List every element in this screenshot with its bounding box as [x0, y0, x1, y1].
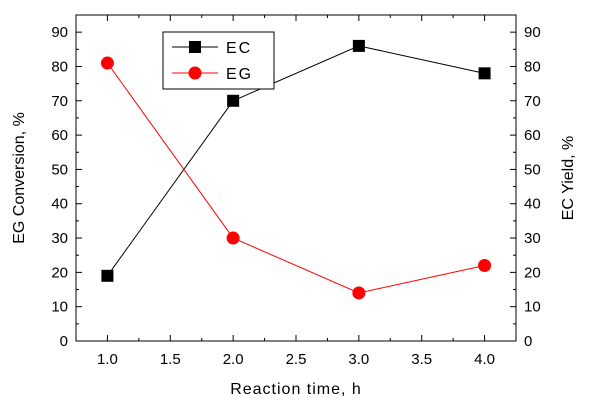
data-point-eg — [478, 259, 492, 273]
y-right-tick-label: 0 — [524, 333, 532, 350]
plot-area — [75, 14, 517, 342]
data-point-eg — [352, 286, 366, 300]
legend-marker-circle — [188, 66, 202, 80]
x-axis-label: Reaction time, h — [230, 381, 362, 398]
data-point-eg — [226, 231, 240, 245]
x-tick-label: 4.0 — [474, 351, 495, 368]
data-point-ec — [352, 39, 365, 52]
legend: EC EG — [162, 31, 275, 90]
y-right-tick-label: 60 — [524, 127, 541, 144]
y-left-tick-label: 20 — [51, 264, 68, 281]
y-right-tick-label: 30 — [524, 230, 541, 247]
legend-box — [162, 31, 275, 90]
y-left-tick-label: 50 — [51, 161, 68, 178]
legend-label: EG — [226, 66, 253, 83]
y-axis-left: 0 10 20 30 40 50 60 70 80 90 — [51, 24, 82, 350]
series-line-eg — [107, 62, 485, 294]
legend-item-eg: EG — [172, 66, 253, 83]
y-left-tick-label: 90 — [51, 24, 68, 41]
y-right-tick-label: 50 — [524, 161, 541, 178]
y-left-tick-label: 80 — [51, 58, 68, 75]
data-point-ec — [478, 67, 491, 80]
y-right-tick-label: 10 — [524, 299, 541, 316]
legend-item-ec: EC — [172, 40, 252, 57]
y-right-tick-label: 20 — [524, 264, 541, 281]
x-tick-label: 2.0 — [223, 351, 244, 368]
series-line-ec — [107, 45, 485, 277]
x-axis: 1.0 1.5 2.0 2.5 3.0 3.5 4.0 — [97, 15, 495, 368]
y-axis-right-label: EC Yield, % — [560, 136, 577, 220]
series-layer — [100, 39, 492, 300]
y-axis-left-label: EG Conversion, % — [11, 112, 28, 244]
y-left-tick-label: 0 — [60, 333, 68, 350]
y-left-tick-label: 40 — [51, 196, 68, 213]
y-axis-right: 0 10 20 30 40 50 60 70 80 90 — [510, 24, 541, 350]
x-tick-label: 3.5 — [411, 351, 432, 368]
y-right-tick-label: 90 — [524, 24, 541, 41]
data-point-ec — [227, 94, 240, 107]
y-right-tick-label: 80 — [524, 58, 541, 75]
series-eg — [100, 56, 492, 300]
y-right-tick-label: 40 — [524, 196, 541, 213]
x-tick-label: 1.0 — [97, 351, 118, 368]
y-left-tick-label: 30 — [51, 230, 68, 247]
y-left-tick-label: 70 — [51, 93, 68, 110]
y-left-tick-label: 60 — [51, 127, 68, 144]
data-point-ec — [101, 269, 114, 282]
series-ec — [101, 39, 491, 282]
x-tick-label: 3.0 — [348, 351, 369, 368]
legend-label: EC — [226, 40, 252, 57]
y-left-tick-label: 10 — [51, 299, 68, 316]
legend-marker-square — [189, 41, 201, 53]
y-right-tick-label: 70 — [524, 93, 541, 110]
data-point-eg — [100, 56, 114, 70]
x-tick-label: 1.5 — [160, 351, 181, 368]
x-tick-label: 2.5 — [286, 351, 307, 368]
